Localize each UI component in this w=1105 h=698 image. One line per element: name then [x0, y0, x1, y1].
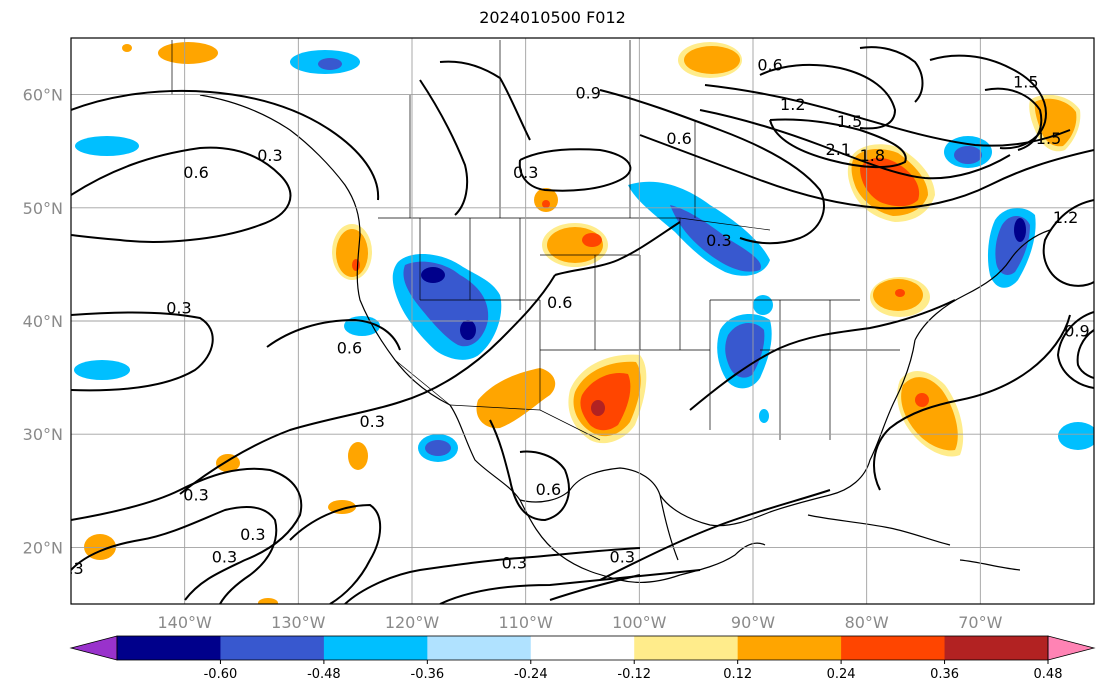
contour-label: 2.1 — [826, 140, 851, 159]
colorbar-segment — [737, 636, 842, 660]
positive-anomaly-bering — [158, 42, 218, 64]
contour-label: 0.3 — [166, 299, 191, 318]
contour-label: 0.6 — [547, 293, 572, 312]
contour-label: 0.3 — [240, 525, 265, 544]
colorbar-segment — [220, 636, 325, 660]
colorbar-segment — [530, 636, 635, 660]
contour-label: 1.2 — [1053, 208, 1078, 227]
contour-label: 1.2 — [780, 95, 805, 114]
contour-labels: 0.60.30.30.30.60.30.30.30.3 0.3 0.30.60.30… — [58, 55, 1090, 578]
colorbar-segment — [634, 636, 739, 660]
political-borders — [171, 40, 900, 441]
contour-label: 1.5 — [1013, 72, 1038, 91]
latitude-tick-label: 60°N — [23, 86, 63, 105]
contour-label: 1.5 — [1036, 129, 1061, 148]
latitude-tick-label: 50°N — [23, 199, 63, 218]
contour-label: 0.3 — [257, 146, 282, 165]
contour-label: 0.6 — [183, 163, 208, 182]
contour-label: 0.3 — [183, 485, 208, 504]
colorbar-tick-label: -0.48 — [307, 667, 341, 682]
colorbar: -0.60 -0.48 -0.36 -0.24 -0.12 0.12 0.24 0.36 0.4… — [69, 635, 1096, 682]
colorbar-segment — [841, 636, 946, 660]
contour-label: 0.6 — [666, 129, 691, 148]
contour-label: 0.6 — [536, 480, 561, 499]
contour-label: 0.3 — [706, 231, 731, 250]
colorbar-extend-low — [69, 635, 118, 661]
colorbar-segment — [944, 636, 1049, 660]
positive-anomaly-southwest — [476, 368, 556, 429]
contour-label: 1.5 — [837, 112, 862, 131]
graticule — [71, 38, 1094, 604]
colorbar-segment — [427, 636, 532, 660]
contour-lines — [71, 46, 1094, 604]
map-title: 2024010500 F012 — [479, 8, 626, 27]
longitude-tick-label: 140°W — [157, 613, 212, 632]
colorbar-tick-label: -0.36 — [411, 667, 445, 682]
latitude-tick-label: 30°N — [23, 425, 63, 444]
anomaly-shading — [74, 42, 1094, 604]
longitude-tick-label: 120°W — [385, 613, 440, 632]
contour-label: 0.9 — [1064, 321, 1089, 340]
longitude-tick-label: 90°W — [731, 613, 775, 632]
contour-label: 0.3 — [502, 553, 527, 572]
contour-label: 0.6 — [337, 338, 362, 357]
contour-label: 1.8 — [860, 146, 885, 165]
longitude-tick-label: 100°W — [612, 613, 667, 632]
latitude-labels: 20°N 30°N 40°N 50°N 60°N — [23, 86, 63, 558]
colorbar-tick-label: 0.12 — [723, 667, 752, 682]
contour-label: 0.9 — [575, 84, 600, 103]
latitude-tick-label: 40°N — [23, 312, 63, 331]
negative-anomaly-pacific-west — [75, 136, 139, 156]
contour-label: 0.3 — [359, 412, 384, 431]
contour-label: 0.3 — [212, 548, 237, 567]
colorbar-tick-label: 0.48 — [1034, 667, 1063, 682]
colorbar-segment — [117, 636, 221, 660]
contour-label: 0.3 — [58, 559, 83, 578]
latitude-tick-label: 20°N — [23, 538, 63, 557]
longitude-tick-label: 70°W — [958, 613, 1002, 632]
colorbar-segment — [323, 636, 428, 660]
longitude-labels: 140°W 130°W 120°W 110°W 100°W 90°W 80°W 70°W — [157, 613, 1002, 632]
longitude-tick-label: 130°W — [271, 613, 326, 632]
colorbar-tick-label: -0.12 — [617, 667, 651, 682]
contour-label: 0.6 — [757, 55, 782, 74]
colorbar-tick-label: 0.24 — [827, 667, 856, 682]
colorbar-tick-label: -0.24 — [514, 667, 548, 682]
coastlines — [199, 94, 1051, 584]
map-frame — [70, 37, 1095, 605]
colorbar-tick-label: 0.36 — [930, 667, 959, 682]
longitude-tick-label: 110°W — [498, 613, 553, 632]
colorbar-extend-high — [1047, 635, 1096, 661]
colorbar-tick-label: -0.60 — [204, 667, 238, 682]
contour-label: 0.3 — [610, 548, 635, 567]
longitude-tick-label: 80°W — [845, 613, 889, 632]
contour-label: 0.3 — [513, 163, 538, 182]
